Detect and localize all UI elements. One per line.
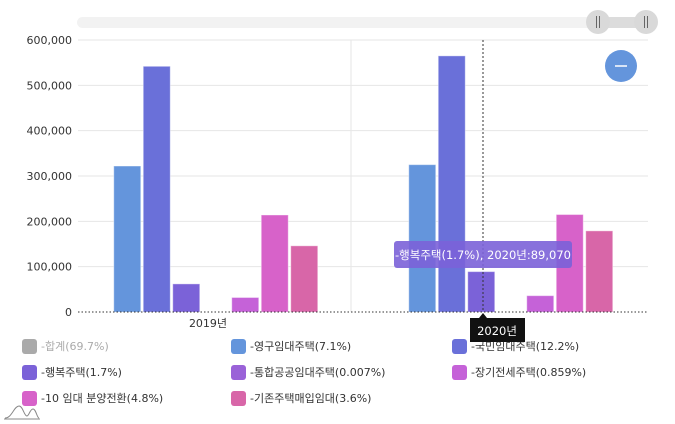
legend-label: -통합공공임대주택(0.007%) (250, 366, 386, 379)
legend-label: -합계(69.7%) (41, 340, 109, 353)
y-tick-label: 400,000 (27, 125, 73, 138)
y-tick-label: 300,000 (27, 170, 73, 183)
zoom-out-button[interactable] (605, 50, 637, 82)
bar[interactable] (437, 55, 466, 313)
bar[interactable] (408, 164, 437, 313)
zoom-handle-left[interactable] (586, 10, 610, 34)
bar[interactable] (113, 165, 142, 313)
y-tick-label: 0 (65, 306, 72, 319)
grip-icon (644, 16, 648, 28)
x-axis-tooltip-pointer (479, 313, 487, 318)
legend-swatch (231, 364, 246, 380)
mini-chart-icon[interactable] (4, 404, 40, 420)
legend-swatch (231, 390, 246, 406)
bar[interactable] (260, 214, 289, 313)
bar[interactable] (585, 230, 614, 313)
legend-item[interactable]: -국민임대주택(12.2%) (452, 338, 579, 354)
bar[interactable] (467, 271, 496, 313)
y-tick-label: 500,000 (27, 79, 73, 92)
bar[interactable] (231, 296, 260, 313)
x-tick-label: 2019년 (189, 317, 227, 330)
legend-label: -기존주택매입임대(3.6%) (250, 392, 372, 405)
legend-item[interactable]: -장기전세주택(0.859%) (452, 364, 586, 380)
zoom-range[interactable] (598, 17, 646, 28)
legend-swatch (22, 338, 37, 354)
bar[interactable] (290, 245, 319, 313)
legend-swatch (452, 338, 467, 354)
bar[interactable] (526, 295, 555, 313)
legend-label: -국민임대주택(12.2%) (471, 340, 580, 353)
legend-label: -장기전세주택(0.859%) (471, 366, 587, 379)
legend-label: -행복주택(1.7%) (41, 366, 122, 379)
tooltip-text: -행복주택(1.7%), 2020년:89,070 (395, 248, 571, 262)
legend-item[interactable]: -합계(69.7%) (22, 338, 109, 354)
legend-label: -10 임대 분양전환(4.8%) (41, 392, 164, 405)
legend-item[interactable]: -행복주택(1.7%) (22, 364, 122, 380)
y-tick-label: 100,000 (27, 261, 73, 274)
bar[interactable] (172, 283, 201, 313)
tooltip-box (394, 241, 572, 268)
legend-item[interactable]: -영구임대주택(7.1%) (231, 338, 351, 354)
zoom-scrollbar[interactable] (77, 17, 657, 28)
legend-label: -영구임대주택(7.1%) (250, 340, 352, 353)
y-tick-label: 600,000 (27, 34, 73, 47)
legend-swatch (231, 338, 246, 354)
x-axis-tooltip-text: 2020년 (477, 324, 517, 338)
bar[interactable] (142, 65, 171, 313)
legend-swatch (22, 364, 37, 380)
legend-swatch (22, 390, 37, 406)
grip-icon (596, 16, 600, 28)
zoom-handle-right[interactable] (634, 10, 658, 34)
legend-item[interactable]: -통합공공임대주택(0.007%) (231, 364, 385, 380)
legend-swatch (452, 364, 467, 380)
y-tick-label: 200,000 (27, 215, 73, 228)
bar[interactable] (555, 214, 584, 313)
legend-item[interactable]: -기존주택매입임대(3.6%) (231, 390, 371, 406)
legend-item[interactable]: -10 임대 분양전환(4.8%) (22, 390, 163, 406)
